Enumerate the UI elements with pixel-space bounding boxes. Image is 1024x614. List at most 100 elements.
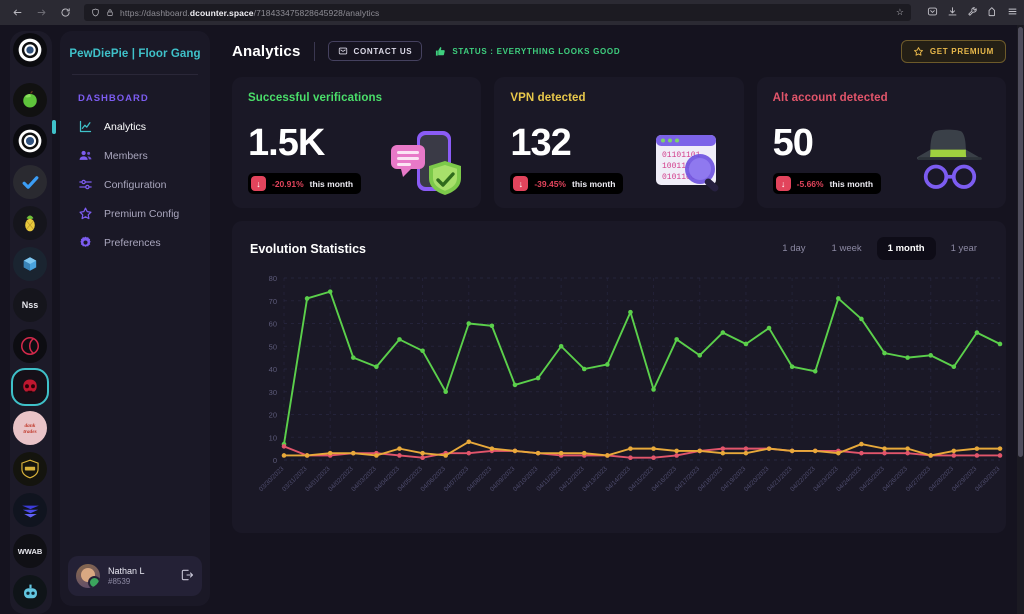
card-alt-account-detected: Alt account detected 50 ↓ -5.66% this mo… [756, 77, 1006, 208]
target-icon [18, 129, 42, 153]
football-badge-icon [21, 459, 39, 479]
reload-icon [61, 8, 70, 17]
card-delta: ↓ -39.45% this month [510, 173, 624, 194]
sidebar-item-premium-config[interactable]: Premium Config [60, 199, 210, 228]
extension-icon[interactable] [987, 6, 998, 20]
sidebar-item-members[interactable]: Members [60, 141, 210, 170]
guild-checkmark[interactable] [13, 165, 47, 199]
user-name: Nathan L [108, 565, 145, 576]
guild-apple[interactable] [13, 83, 47, 117]
card-delta-value: -20.91% [272, 178, 304, 189]
bookmark-star-icon[interactable]: ☆ [895, 7, 904, 17]
get-premium-button[interactable]: GET PREMIUM [900, 39, 1006, 63]
guild-dank-trades[interactable]: dank trades [13, 411, 47, 445]
sidebar-item-label: Preferences [104, 236, 161, 249]
sidebar-item-preferences[interactable]: Preferences [60, 228, 210, 257]
user-profile[interactable]: Nathan L #8539 [68, 556, 202, 596]
star-icon [913, 46, 923, 56]
guild-pineapple[interactable] [13, 206, 47, 240]
tool-icon[interactable] [967, 6, 978, 20]
svg-text:04/30/2023: 04/30/2023 [974, 465, 1002, 493]
card-delta: ↓ -5.66% this month [772, 173, 882, 194]
sidebar: PewDiePie | Floor Gang DASHBOARD Analyti… [52, 31, 210, 606]
time-range-tabs: 1 day 1 week 1 month 1 year [771, 237, 988, 260]
card-title: Alt account detected [772, 92, 888, 104]
svg-text:40: 40 [269, 365, 277, 374]
sliders-icon [78, 177, 93, 192]
svg-text:trades: trades [23, 429, 36, 435]
mail-icon [338, 47, 347, 55]
sidebar-item-label: Premium Config [104, 207, 180, 220]
svg-text:30: 30 [269, 388, 277, 397]
range-1-month[interactable]: 1 month [876, 237, 936, 260]
browser-toolbar: https://dashboard.dcounter.space/7184334… [0, 0, 1024, 25]
card-delta-value: -5.66% [796, 178, 824, 189]
evolution-statistics-panel: Evolution Statistics 1 day 1 week 1 mont… [232, 221, 1006, 533]
range-1-week[interactable]: 1 week [831, 243, 862, 254]
guild-robot[interactable] [13, 575, 47, 609]
logout-icon[interactable] [180, 568, 194, 585]
guild-target[interactable] [13, 124, 47, 158]
arrow-down-icon: ↓ [251, 176, 266, 191]
forward-button[interactable] [30, 3, 52, 23]
card-vpn-detected: VPN detected 132 ↓ -39.45% this month 01… [494, 77, 744, 208]
user-tag: #8539 [108, 576, 131, 586]
card-delta-suffix: this month [572, 178, 616, 189]
card-title: VPN detected [510, 92, 586, 104]
arrow-down-icon: ↓ [513, 176, 529, 191]
guild-skull[interactable] [11, 368, 49, 406]
svg-text:dank: dank [25, 423, 36, 429]
contact-us-button[interactable]: CONTACT US [327, 41, 423, 61]
pocket-icon[interactable] [927, 6, 938, 20]
menu-icon[interactable] [1007, 6, 1018, 20]
sidebar-item-configuration[interactable]: Configuration [60, 170, 210, 199]
guild-nss[interactable]: Nss [13, 288, 47, 322]
avatar [76, 564, 100, 588]
dank-trades-icon: dank trades [23, 423, 36, 435]
card-title: Successful verifications [248, 92, 383, 104]
guild-wwab[interactable]: WWAB [13, 534, 47, 568]
guild-red-circle[interactable] [13, 329, 47, 363]
pineapple-icon [25, 215, 35, 232]
stat-cards: Successful verifications 1.5K ↓ -20.91% … [220, 77, 1010, 208]
svg-text:01101101: 01101101 [662, 151, 701, 160]
svg-text:10: 10 [269, 433, 277, 442]
red-circle-icon [21, 337, 39, 355]
reload-button[interactable] [54, 3, 76, 23]
range-1-year[interactable]: 1 year [950, 243, 977, 254]
guild-target-top[interactable] [13, 33, 47, 67]
phone-shield-chat-icon [387, 127, 462, 195]
line-chart[interactable]: 0 10 20 30 40 50 60 70 80 03/30/2023 03/31/2023 04/… [250, 268, 1003, 523]
main-content: Analytics CONTACT US STATUS : EVERYTHING… [210, 25, 1024, 614]
url-prefix: https://dashboard. [120, 7, 190, 18]
robot-icon [23, 584, 37, 598]
arrow-down-icon: ↓ [775, 176, 791, 191]
downloads-icon[interactable] [947, 6, 958, 20]
page-title: Analytics [232, 42, 301, 60]
page-scrollbar[interactable] [1017, 25, 1024, 614]
url-domain: dcounter.space [189, 7, 254, 18]
users-icon [78, 148, 93, 163]
gear-icon [78, 235, 93, 250]
card-value: 1.5K [248, 122, 325, 164]
range-1-day[interactable]: 1 day [782, 243, 806, 254]
guild-label: Nss [21, 300, 39, 310]
guild-layers[interactable] [13, 493, 47, 527]
sidebar-item-label: Members [104, 149, 148, 162]
lock-icon [107, 9, 113, 16]
card-delta-value: -39.45% [534, 178, 566, 189]
sidebar-section-label: DASHBOARD [78, 93, 149, 104]
guild-cube[interactable] [13, 247, 47, 281]
chart-line-icon [78, 119, 93, 134]
svg-text:60: 60 [269, 320, 277, 329]
url-bar[interactable]: https://dashboard.dcounter.space/7184334… [84, 4, 911, 21]
back-button[interactable] [6, 3, 28, 23]
header-divider [313, 41, 315, 61]
browser-magnifier-binary-icon: 01101101 10011010 01011001 [650, 127, 722, 195]
sidebar-item-analytics[interactable]: Analytics [52, 112, 210, 141]
svg-text:20: 20 [269, 411, 277, 420]
scrollbar-thumb[interactable] [1018, 27, 1023, 457]
guild-football[interactable] [13, 452, 47, 486]
card-delta-suffix: this month [829, 178, 874, 189]
sidebar-item-label: Configuration [104, 178, 167, 191]
